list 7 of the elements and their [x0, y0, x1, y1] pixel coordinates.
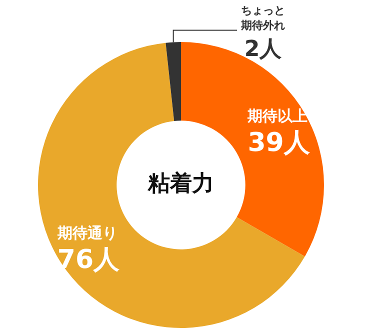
data-label: 2人 — [244, 37, 283, 62]
slice-label: ちょっと期待外れ — [240, 4, 285, 32]
text: 粘着力 — [147, 170, 214, 197]
data-label: 39人 — [248, 128, 311, 158]
slice-label: 期待以上 — [246, 107, 308, 126]
data-label: 76人 — [57, 244, 121, 275]
slice-label: 期待通り — [56, 224, 118, 242]
